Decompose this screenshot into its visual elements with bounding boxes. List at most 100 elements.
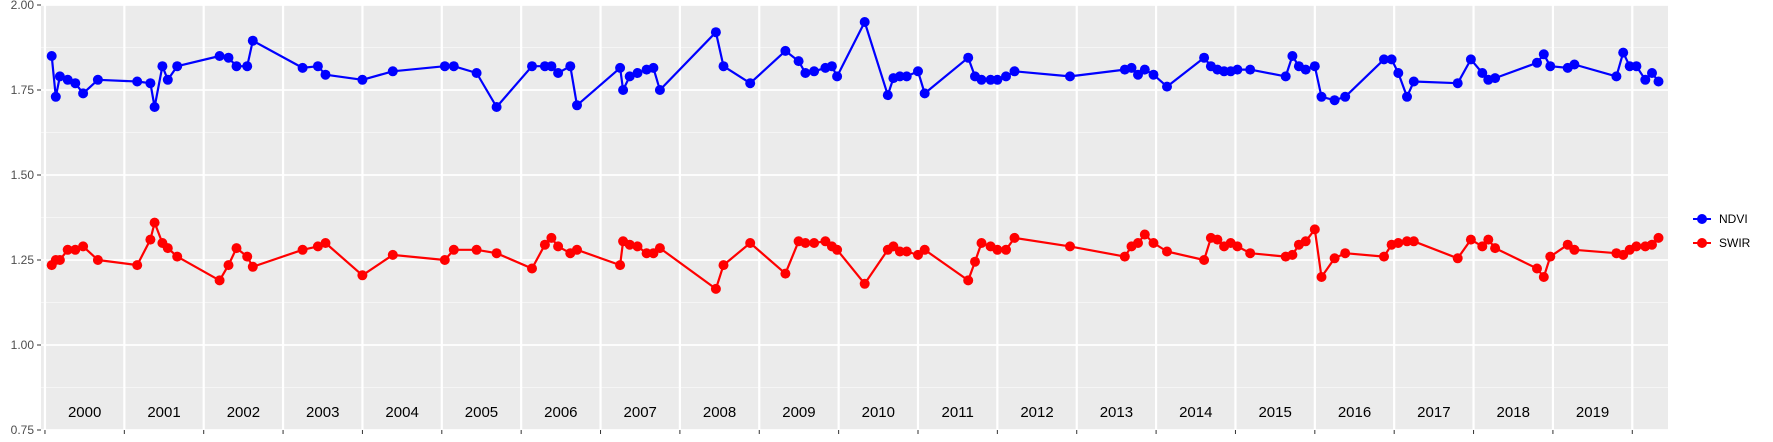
data-point-ndvi: [1631, 61, 1642, 72]
data-point-swir: [439, 255, 450, 265]
year-label: 2014: [1179, 404, 1212, 421]
series-layer: [46, 17, 1664, 294]
data-point-ndvi: [162, 74, 173, 85]
data-point-swir: [624, 239, 635, 250]
data-point-swir: [780, 268, 791, 279]
data-point-swir: [1532, 263, 1542, 274]
data-point-ndvi: [793, 56, 804, 67]
data-point-ndvi: [1340, 91, 1351, 102]
data-point-ndvi: [572, 100, 582, 111]
data-point-swir: [527, 263, 537, 274]
data-point-ndvi: [1386, 54, 1397, 65]
y-tick-label: 0.75: [11, 423, 35, 437]
data-point-swir: [539, 239, 550, 250]
data-point-ndvi: [710, 27, 721, 38]
data-point-ndvi: [992, 74, 1003, 85]
grid-lines: [41, 4, 1668, 431]
data-point-ndvi: [46, 51, 57, 61]
data-point-ndvi: [1408, 76, 1419, 87]
data-point-ndvi: [1300, 64, 1311, 75]
data-point-swir: [1139, 229, 1150, 240]
legend-marker-ndvi: [1697, 214, 1707, 224]
year-label: 2004: [385, 404, 418, 421]
data-point-ndvi: [648, 62, 659, 73]
data-point-ndvi: [615, 62, 626, 73]
data-point-ndvi: [1647, 68, 1657, 78]
data-point-swir: [312, 241, 323, 252]
data-point-swir: [992, 244, 1003, 255]
data-point-swir: [572, 244, 582, 255]
data-point-ndvi: [491, 102, 502, 112]
data-point-swir: [654, 243, 665, 254]
data-point-ndvi: [247, 35, 258, 46]
data-point-swir: [1212, 234, 1223, 245]
year-label: 2002: [227, 404, 260, 421]
data-point-swir: [320, 238, 331, 248]
data-point-ndvi: [1653, 76, 1664, 87]
data-point-ndvi: [387, 66, 398, 77]
data-point-ndvi: [1280, 71, 1291, 82]
data-point-ndvi: [654, 85, 665, 95]
data-point-ndvi: [859, 17, 870, 27]
data-point-ndvi: [1402, 91, 1412, 102]
data-point-ndvi: [1309, 61, 1320, 72]
data-point-swir: [1309, 224, 1320, 235]
data-point-swir: [546, 232, 557, 243]
year-label: 2010: [862, 404, 895, 421]
data-point-ndvi: [1329, 95, 1340, 106]
year-label: 2018: [1497, 404, 1530, 421]
data-point-ndvi: [172, 61, 183, 72]
data-point-ndvi: [1001, 71, 1011, 82]
data-point-ndvi: [913, 66, 923, 77]
data-point-swir: [214, 275, 225, 286]
data-point-ndvi: [1545, 61, 1556, 72]
data-point-swir: [132, 260, 143, 271]
data-point-ndvi: [471, 68, 482, 78]
data-point-ndvi: [214, 51, 225, 61]
data-point-ndvi: [919, 88, 930, 99]
data-point-swir: [710, 283, 721, 294]
data-point-swir: [1653, 232, 1664, 243]
data-point-ndvi: [1465, 54, 1476, 65]
data-point-swir: [809, 238, 820, 248]
data-point-swir: [172, 251, 183, 262]
data-point-swir: [745, 238, 756, 248]
data-point-swir: [1245, 248, 1256, 259]
data-point-swir: [1393, 238, 1404, 248]
legend-item-swir: SWIR: [1693, 236, 1751, 250]
data-point-ndvi: [1199, 52, 1210, 63]
data-point-ndvi: [78, 88, 89, 99]
data-point-swir: [800, 238, 811, 248]
data-point-swir: [162, 243, 173, 254]
data-point-ndvi: [1133, 69, 1143, 80]
data-point-ndvi: [448, 61, 459, 72]
data-point-swir: [54, 255, 65, 265]
data-point-swir: [357, 270, 368, 281]
data-point-swir: [1647, 239, 1657, 250]
data-point-ndvi: [1452, 78, 1463, 89]
year-label: 2008: [703, 404, 736, 421]
data-point-swir: [145, 234, 156, 245]
year-label: 2019: [1576, 404, 1609, 421]
data-point-ndvi: [242, 61, 253, 72]
y-tick-label: 1.00: [11, 338, 35, 352]
year-label: 2001: [147, 404, 180, 421]
data-point-ndvi: [223, 52, 234, 63]
data-point-ndvi: [527, 61, 537, 72]
data-point-ndvi: [231, 61, 242, 72]
y-tick-label: 1.75: [11, 83, 35, 97]
data-point-swir: [247, 261, 258, 272]
data-point-ndvi: [92, 74, 103, 85]
data-point-ndvi: [62, 74, 73, 85]
data-point-ndvi: [1162, 81, 1172, 92]
data-point-ndvi: [1065, 71, 1075, 82]
data-point-ndvi: [632, 68, 643, 78]
y-tick-label: 1.25: [11, 253, 35, 267]
data-point-ndvi: [1569, 59, 1580, 70]
data-point-swir: [963, 275, 974, 286]
data-point-swir: [1545, 251, 1556, 262]
data-point-swir: [1490, 243, 1501, 254]
data-point-swir: [1232, 241, 1243, 252]
y-tick-label: 1.50: [11, 168, 35, 182]
